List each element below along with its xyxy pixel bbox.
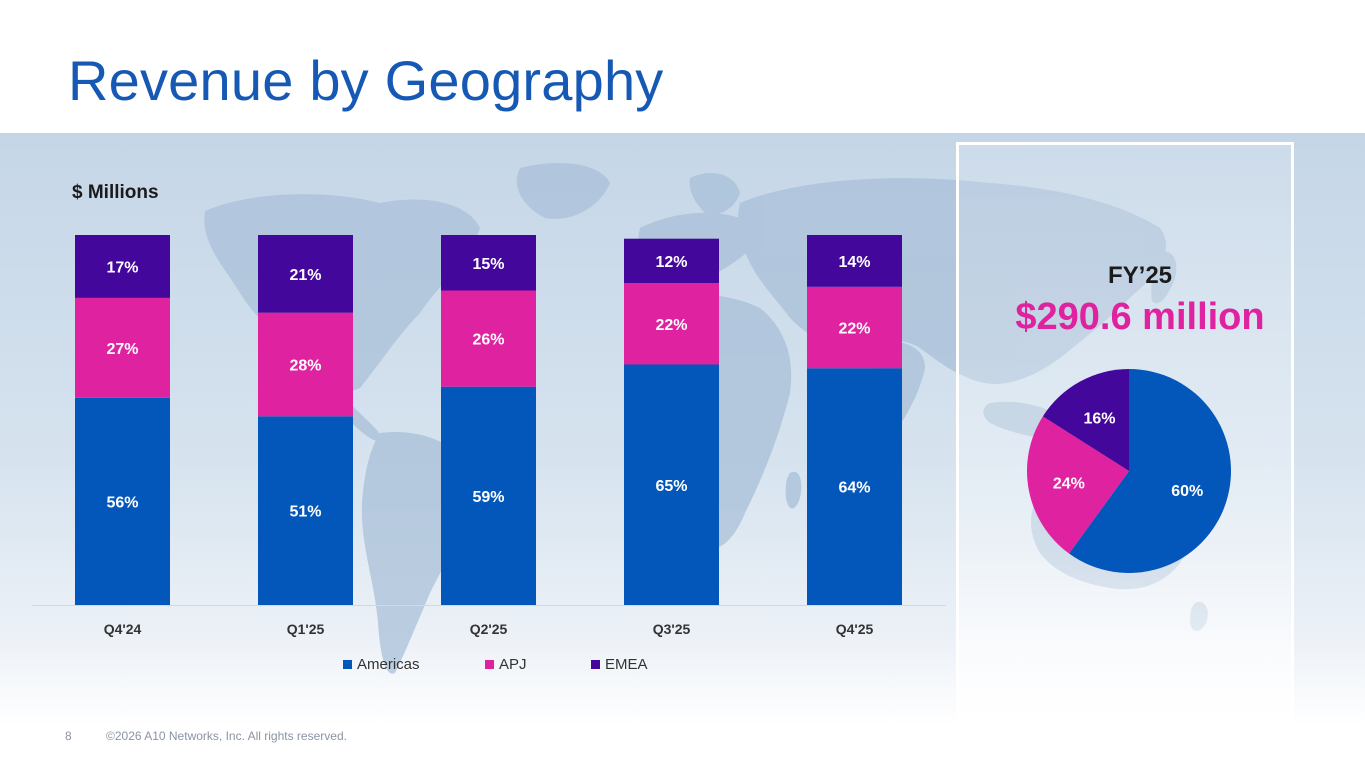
bar-americas-0 (75, 397, 170, 605)
page-number: 8 (65, 729, 72, 743)
bar-label-americas-1: 51% (289, 504, 321, 521)
x-tick-label-1: Q1'25 (287, 621, 325, 637)
bar-label-americas-3: 65% (655, 478, 687, 495)
copyright-text: ©2026 A10 Networks, Inc. All rights rese… (106, 729, 347, 743)
pie-slice-emea (1042, 369, 1129, 471)
bar-emea-4 (807, 235, 902, 287)
pie-slice-americas (1069, 368, 1232, 573)
bar-label-americas-0: 56% (106, 494, 138, 511)
pie-label-emea: 16% (1084, 410, 1116, 427)
bar-apj-0 (75, 297, 170, 398)
pie-label-apj: 24% (1053, 475, 1085, 492)
bar-americas-3 (624, 364, 719, 605)
pie-slice-apj (1027, 416, 1129, 554)
slide-title: Revenue by Geography (68, 49, 664, 112)
x-tick-label-3: Q3'25 (653, 621, 691, 637)
bar-emea-0 (75, 235, 170, 298)
legend-swatch-emea (591, 660, 600, 669)
legend-item-americas: Americas (343, 656, 420, 673)
legend-item-apj: APJ (485, 656, 527, 673)
bar-label-apj-0: 27% (106, 341, 138, 358)
bar-label-emea-0: 17% (106, 259, 138, 276)
bar-apj-1 (258, 312, 353, 417)
legend-item-emea: EMEA (591, 656, 648, 673)
bar-emea-2 (441, 235, 536, 291)
legend-swatch-americas (343, 660, 352, 669)
bar-label-americas-4: 64% (838, 480, 870, 497)
legend-label-apj: APJ (499, 656, 527, 673)
bar-americas-1 (258, 416, 353, 605)
bar-apj-2 (441, 290, 536, 387)
x-tick-label-0: Q4'24 (104, 621, 142, 637)
fy-total-revenue: $290.6 million (1015, 296, 1265, 338)
legend-label-americas: Americas (357, 656, 420, 673)
fy-label: FY’25 (1107, 262, 1173, 289)
bar-label-emea-4: 14% (838, 254, 870, 271)
x-tick-label-2: Q2'25 (470, 621, 508, 637)
legend-label-emea: EMEA (605, 656, 648, 673)
bar-americas-2 (441, 386, 536, 605)
bar-label-emea-2: 15% (472, 256, 504, 273)
legend-swatch-apj (485, 660, 494, 669)
bar-emea-3 (624, 238, 719, 284)
bar-americas-4 (807, 368, 902, 605)
bar-label-apj-4: 22% (838, 321, 870, 338)
y-axis-units-label: $ Millions (72, 182, 159, 203)
bar-label-apj-1: 28% (289, 358, 321, 375)
bar-apj-3 (624, 283, 719, 365)
bar-label-emea-3: 12% (655, 254, 687, 271)
x-tick-label-4: Q4'25 (836, 621, 874, 637)
bar-label-apj-2: 26% (472, 332, 504, 349)
pie-label-americas: 60% (1171, 483, 1203, 500)
bar-label-americas-2: 59% (472, 489, 504, 506)
bar-label-apj-3: 22% (655, 317, 687, 334)
bar-label-emea-1: 21% (289, 267, 321, 284)
bar-apj-4 (807, 286, 902, 369)
bar-emea-1 (258, 235, 353, 313)
